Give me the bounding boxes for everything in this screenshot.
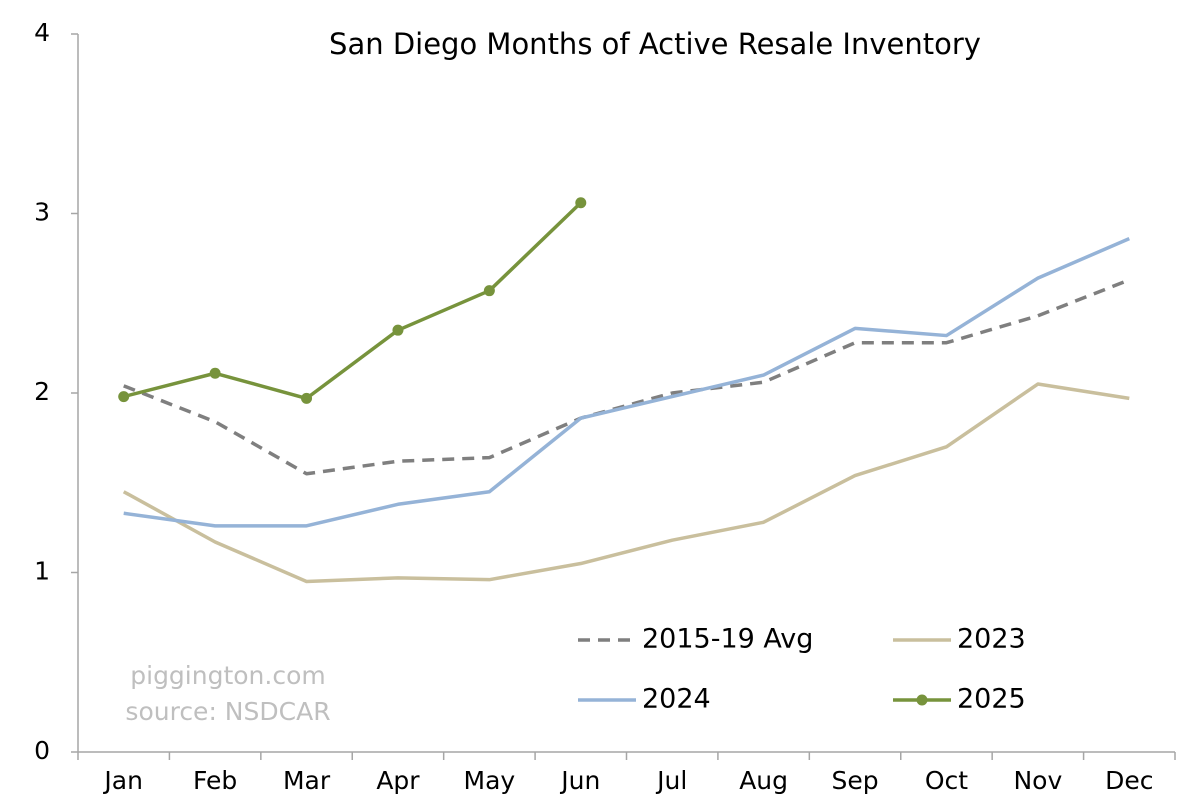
series-marker <box>301 392 313 404</box>
x-tick-label: Jun <box>559 766 600 795</box>
legend-label: 2023 <box>957 624 1026 655</box>
x-tick-label: Sep <box>831 766 878 795</box>
series-line <box>122 382 1130 584</box>
x-tick-label: Jan <box>102 766 143 795</box>
legend-label: 2024 <box>642 684 711 715</box>
series-marker <box>392 324 404 336</box>
x-tick-label: Aug <box>739 766 788 795</box>
legend-marker <box>916 694 928 706</box>
series-line <box>123 201 583 401</box>
x-tick-label: Mar <box>283 766 331 795</box>
x-tick-label: Apr <box>376 766 420 795</box>
y-tick-label: 0 <box>34 736 50 765</box>
x-tick-label: Dec <box>1105 766 1153 795</box>
series-marker <box>118 391 130 403</box>
source-note: source: NSDCAR <box>125 697 330 726</box>
x-tick-label: Oct <box>925 766 968 795</box>
legend-label: 2015-19 Avg <box>642 624 813 655</box>
x-tick-label: Jul <box>655 766 687 795</box>
y-tick-label: 4 <box>34 18 50 47</box>
series-marker <box>575 197 587 209</box>
legend-label: 2025 <box>957 684 1026 715</box>
x-tick-label: Nov <box>1013 766 1062 795</box>
y-tick-label: 3 <box>34 198 50 227</box>
watermark: piggington.com <box>130 661 326 690</box>
x-tick-label: May <box>464 766 516 795</box>
x-tick-label: Feb <box>193 766 237 795</box>
chart-title: San Diego Months of Active Resale Invent… <box>329 27 981 61</box>
series-marker <box>483 285 495 297</box>
series-line <box>123 278 1130 476</box>
y-tick-label: 2 <box>34 377 50 406</box>
series-marker <box>209 367 221 379</box>
series-line <box>123 237 1130 528</box>
y-tick-label: 1 <box>34 557 50 586</box>
